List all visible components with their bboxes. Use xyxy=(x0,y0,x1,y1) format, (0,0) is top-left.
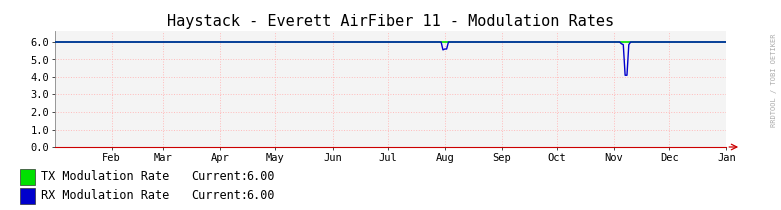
Text: 6.00: 6.00 xyxy=(246,171,274,183)
Text: RX Modulation Rate: RX Modulation Rate xyxy=(41,189,169,202)
Text: 6.00: 6.00 xyxy=(246,189,274,202)
Text: Current:: Current: xyxy=(191,171,248,183)
Title: Haystack - Everett AirFiber 11 - Modulation Rates: Haystack - Everett AirFiber 11 - Modulat… xyxy=(167,14,614,29)
Text: Current:: Current: xyxy=(191,189,248,202)
Text: RRDTOOL / TOBI OETIKER: RRDTOOL / TOBI OETIKER xyxy=(771,33,777,127)
Text: TX Modulation Rate: TX Modulation Rate xyxy=(41,171,169,183)
